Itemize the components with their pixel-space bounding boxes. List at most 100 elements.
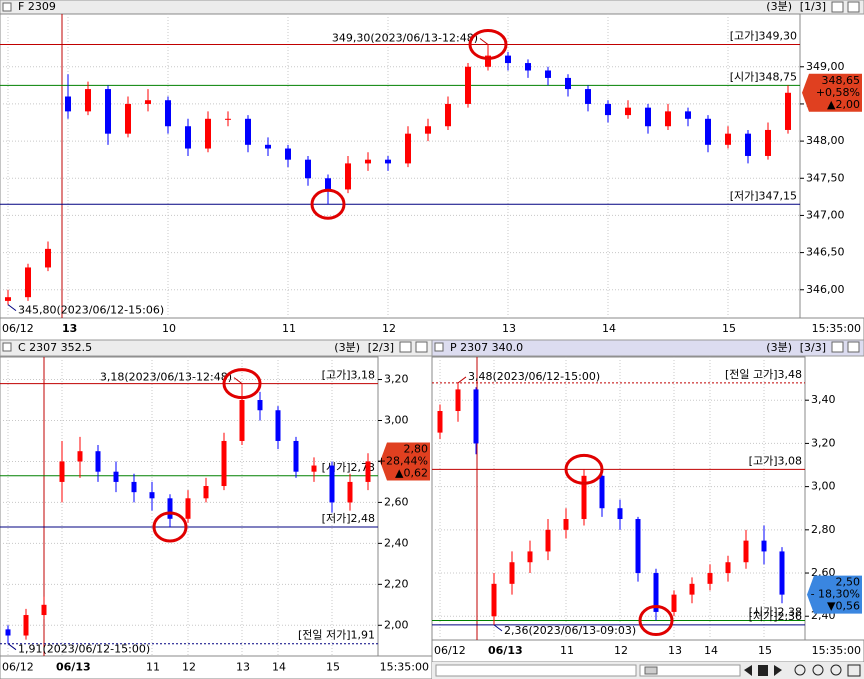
- panel-button[interactable]: [831, 341, 844, 353]
- plot-area: [431, 356, 806, 641]
- candle-body: [41, 604, 47, 616]
- current-price-box: [807, 575, 862, 614]
- highlight-circle: [152, 511, 188, 543]
- candle-body: [221, 440, 227, 487]
- candle-body: [707, 573, 713, 584]
- candle-body: [5, 629, 11, 636]
- candle-body: [689, 583, 695, 595]
- zoom-out[interactable]: [812, 664, 824, 676]
- fit-button[interactable]: [847, 664, 861, 677]
- extreme-label: 3,18(2023/06/13-12:48): [100, 371, 232, 384]
- candle-body: [565, 77, 571, 90]
- candle-body: [185, 498, 191, 519]
- panel-button[interactable]: [399, 341, 412, 353]
- current-price-text: ▲2,00: [827, 98, 860, 111]
- y-tick-label: 347,50: [806, 171, 845, 184]
- x-tick-label: 10: [162, 322, 176, 335]
- candle-body: [265, 144, 271, 149]
- candle-body: [275, 410, 281, 441]
- panel-close[interactable]: [847, 1, 860, 13]
- x-tick-label: 06/13: [56, 661, 91, 674]
- panel-close[interactable]: [847, 341, 860, 353]
- candle-body: [5, 297, 11, 301]
- current-price-box: [380, 442, 430, 481]
- candle-body: [505, 55, 511, 64]
- current-price-text: 348,65: [822, 74, 861, 87]
- extreme-pointer: [493, 624, 503, 632]
- panel-title: C 2307 352.5: [18, 341, 92, 354]
- scroll-track: [435, 664, 637, 677]
- candle-body: [445, 103, 451, 127]
- candle-body: [545, 529, 551, 552]
- candle-body: [285, 148, 291, 160]
- candle-body: [705, 118, 711, 145]
- scroll-right[interactable]: [774, 665, 782, 676]
- x-tick-label: 14: [272, 661, 286, 674]
- candle-body: [585, 89, 591, 104]
- current-price-text: ▲0,62: [395, 466, 428, 479]
- x-tick-label: 06/12: [2, 322, 34, 335]
- panel-icon[interactable]: [2, 2, 12, 12]
- panel-header: [0, 0, 864, 15]
- extreme-label: 3,48(2023/06/12-15:00): [468, 370, 600, 383]
- candle-body: [725, 133, 731, 145]
- x-tick-label: 11: [282, 322, 296, 335]
- extreme-label: 345,80(2023/06/12-15:06): [18, 304, 164, 317]
- y-tick-label: 3,20: [384, 373, 409, 386]
- candle-body: [329, 465, 335, 503]
- candle-body: [405, 133, 411, 164]
- candle-body: [45, 248, 51, 268]
- candle-body: [145, 100, 151, 104]
- candle-body: [509, 562, 515, 584]
- zoom-reset[interactable]: [830, 664, 842, 676]
- extreme-pointer: [479, 38, 489, 45]
- zoom-in[interactable]: [794, 664, 806, 676]
- candle-body: [125, 103, 131, 134]
- y-tick-label: 3,00: [384, 413, 409, 426]
- level-label: [저가]2,36: [749, 610, 802, 623]
- scroll-range[interactable]: [639, 664, 741, 677]
- y-tick-label: 2,60: [384, 495, 409, 508]
- candle-body: [473, 389, 479, 444]
- y-tick-label: 346,00: [806, 283, 845, 296]
- candle-body: [77, 451, 83, 462]
- extreme-pointer: [233, 377, 243, 385]
- candle-body: [785, 92, 791, 130]
- current-price-text: +28,44%: [377, 454, 428, 467]
- extreme-label: 349,30(2023/06/13-12:48): [332, 31, 478, 44]
- panel-button[interactable]: [831, 1, 844, 13]
- panel-close[interactable]: [415, 341, 428, 353]
- candle-body: [325, 178, 331, 190]
- candle-body: [525, 63, 531, 71]
- panel-icon[interactable]: [434, 342, 444, 352]
- scroll-left[interactable]: [744, 665, 752, 676]
- candle-body: [95, 451, 101, 472]
- y-tick-label: 347,00: [806, 208, 845, 221]
- x-tick-label: 14: [602, 322, 616, 335]
- candle-body: [225, 118, 231, 120]
- x-tick-label: 13: [62, 322, 77, 335]
- candle-body: [605, 103, 611, 116]
- candle-body: [779, 551, 785, 595]
- current-price-text: ▼0,56: [827, 600, 860, 613]
- highlight-circle: [310, 188, 346, 220]
- candle-body: [113, 471, 119, 482]
- stop-button[interactable]: [758, 665, 768, 676]
- x-tick-label: 06/13: [488, 644, 523, 657]
- y-tick-label: 346,50: [806, 246, 845, 259]
- extreme-pointer: [457, 376, 467, 384]
- candle-body: [635, 519, 641, 574]
- highlight-circle: [468, 28, 508, 60]
- panel-icon[interactable]: [2, 342, 12, 352]
- extreme-label: 2,36(2023/06/13-09:03): [504, 624, 636, 637]
- level-label: [저가]2,48: [322, 512, 375, 525]
- y-tick-label: 348,00: [806, 134, 845, 147]
- y-tick-label: 3,20: [811, 436, 836, 449]
- scroll-thumb[interactable]: [644, 666, 658, 675]
- highlight-circle: [564, 453, 604, 485]
- x-tick-label: 15: [722, 322, 736, 335]
- extreme-label: 1,91(2023/06/12-15:00): [18, 643, 150, 656]
- current-price-box: [802, 73, 862, 112]
- y-tick-label: 2,40: [384, 536, 409, 549]
- candle-body: [59, 461, 65, 482]
